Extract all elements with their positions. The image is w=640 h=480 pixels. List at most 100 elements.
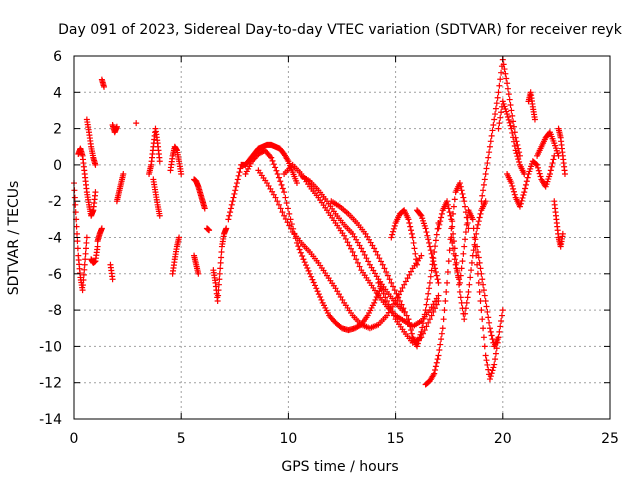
data-point: [464, 294, 471, 301]
data-point: [82, 250, 89, 257]
data-point: [516, 203, 523, 210]
data-point: [492, 105, 499, 112]
data-point: [409, 234, 416, 241]
data-point: [432, 363, 439, 370]
data-point: [311, 282, 318, 289]
y-tick-label: -8: [48, 303, 62, 319]
data-point: [423, 229, 430, 236]
data-point: [223, 225, 230, 232]
data-point: [412, 250, 419, 257]
data-point: [480, 287, 487, 294]
data-point: [237, 165, 244, 172]
data-point: [101, 83, 108, 90]
data-point: [423, 301, 430, 308]
data-point: [226, 212, 233, 219]
data-point: [445, 205, 452, 212]
data-point: [474, 221, 481, 228]
data-point: [518, 197, 525, 204]
data-point: [402, 308, 409, 315]
data-point: [509, 182, 516, 189]
data-point: [408, 230, 415, 237]
data-point: [344, 239, 351, 246]
data-point: [374, 251, 381, 258]
data-point: [363, 255, 370, 262]
data-point: [497, 114, 504, 121]
data-point: [534, 164, 541, 171]
data-point: [437, 218, 444, 225]
data-point: [231, 190, 238, 197]
data-point: [493, 100, 500, 107]
y-tick-label: -14: [39, 412, 62, 428]
data-point: [508, 125, 515, 132]
data-point: [391, 222, 398, 229]
data-point: [284, 205, 291, 212]
data-point: [488, 332, 495, 339]
data-point: [74, 238, 81, 245]
data-point: [442, 298, 449, 305]
data-point: [498, 312, 505, 319]
data-point: [443, 288, 450, 295]
data-point: [483, 303, 490, 310]
data-point: [474, 249, 481, 256]
data-point: [484, 160, 491, 167]
data-point: [215, 287, 222, 294]
data-point: [287, 225, 294, 232]
data-point: [236, 169, 243, 176]
data-point: [176, 234, 183, 241]
data-point: [354, 259, 361, 266]
data-point: [475, 279, 482, 286]
data-point: [466, 281, 473, 288]
data-point: [403, 312, 410, 319]
data-point: [388, 234, 395, 241]
data-point: [463, 299, 470, 306]
data-point: [80, 271, 87, 278]
data-point: [299, 253, 306, 260]
data-point: [133, 120, 140, 127]
data-point: [272, 164, 279, 171]
data-point: [489, 367, 496, 374]
data-point: [279, 209, 286, 216]
data-point: [297, 249, 304, 256]
data-point: [406, 219, 413, 226]
data-point: [268, 154, 275, 161]
data-point: [408, 330, 415, 337]
data-point: [468, 267, 475, 274]
data-point: [486, 376, 493, 383]
data-point: [462, 310, 469, 317]
data-point: [549, 160, 556, 167]
data-point: [444, 201, 451, 208]
data-point: [296, 246, 303, 253]
data-point: [317, 294, 324, 301]
data-point: [506, 119, 513, 126]
data-point: [379, 261, 386, 268]
data-point: [536, 170, 543, 177]
data-point: [489, 336, 496, 343]
data-point: [481, 292, 488, 299]
data-point: [283, 200, 290, 207]
data-point: [456, 180, 463, 187]
data-point: [410, 239, 417, 246]
data-point: [450, 250, 457, 257]
data-point: [496, 328, 503, 335]
data-point: [461, 198, 468, 205]
data-point: [481, 176, 488, 183]
data-point: [451, 196, 458, 203]
data-point: [432, 243, 439, 250]
data-point: [462, 305, 469, 312]
x-tick-label: 20: [494, 431, 512, 447]
data-point: [487, 328, 494, 335]
data-point: [422, 225, 429, 232]
data-point: [453, 265, 460, 272]
data-point: [489, 127, 496, 134]
y-tick-label: 6: [53, 49, 62, 65]
data-point: [480, 334, 487, 341]
data-point: [510, 188, 517, 195]
data-point: [71, 194, 78, 201]
data-point: [440, 316, 447, 323]
data-point: [432, 268, 439, 275]
data-point: [74, 245, 81, 252]
x-tick-label: 10: [279, 431, 297, 447]
y-tick-label: -10: [39, 339, 62, 355]
data-point: [456, 279, 463, 286]
data-point: [98, 225, 105, 232]
